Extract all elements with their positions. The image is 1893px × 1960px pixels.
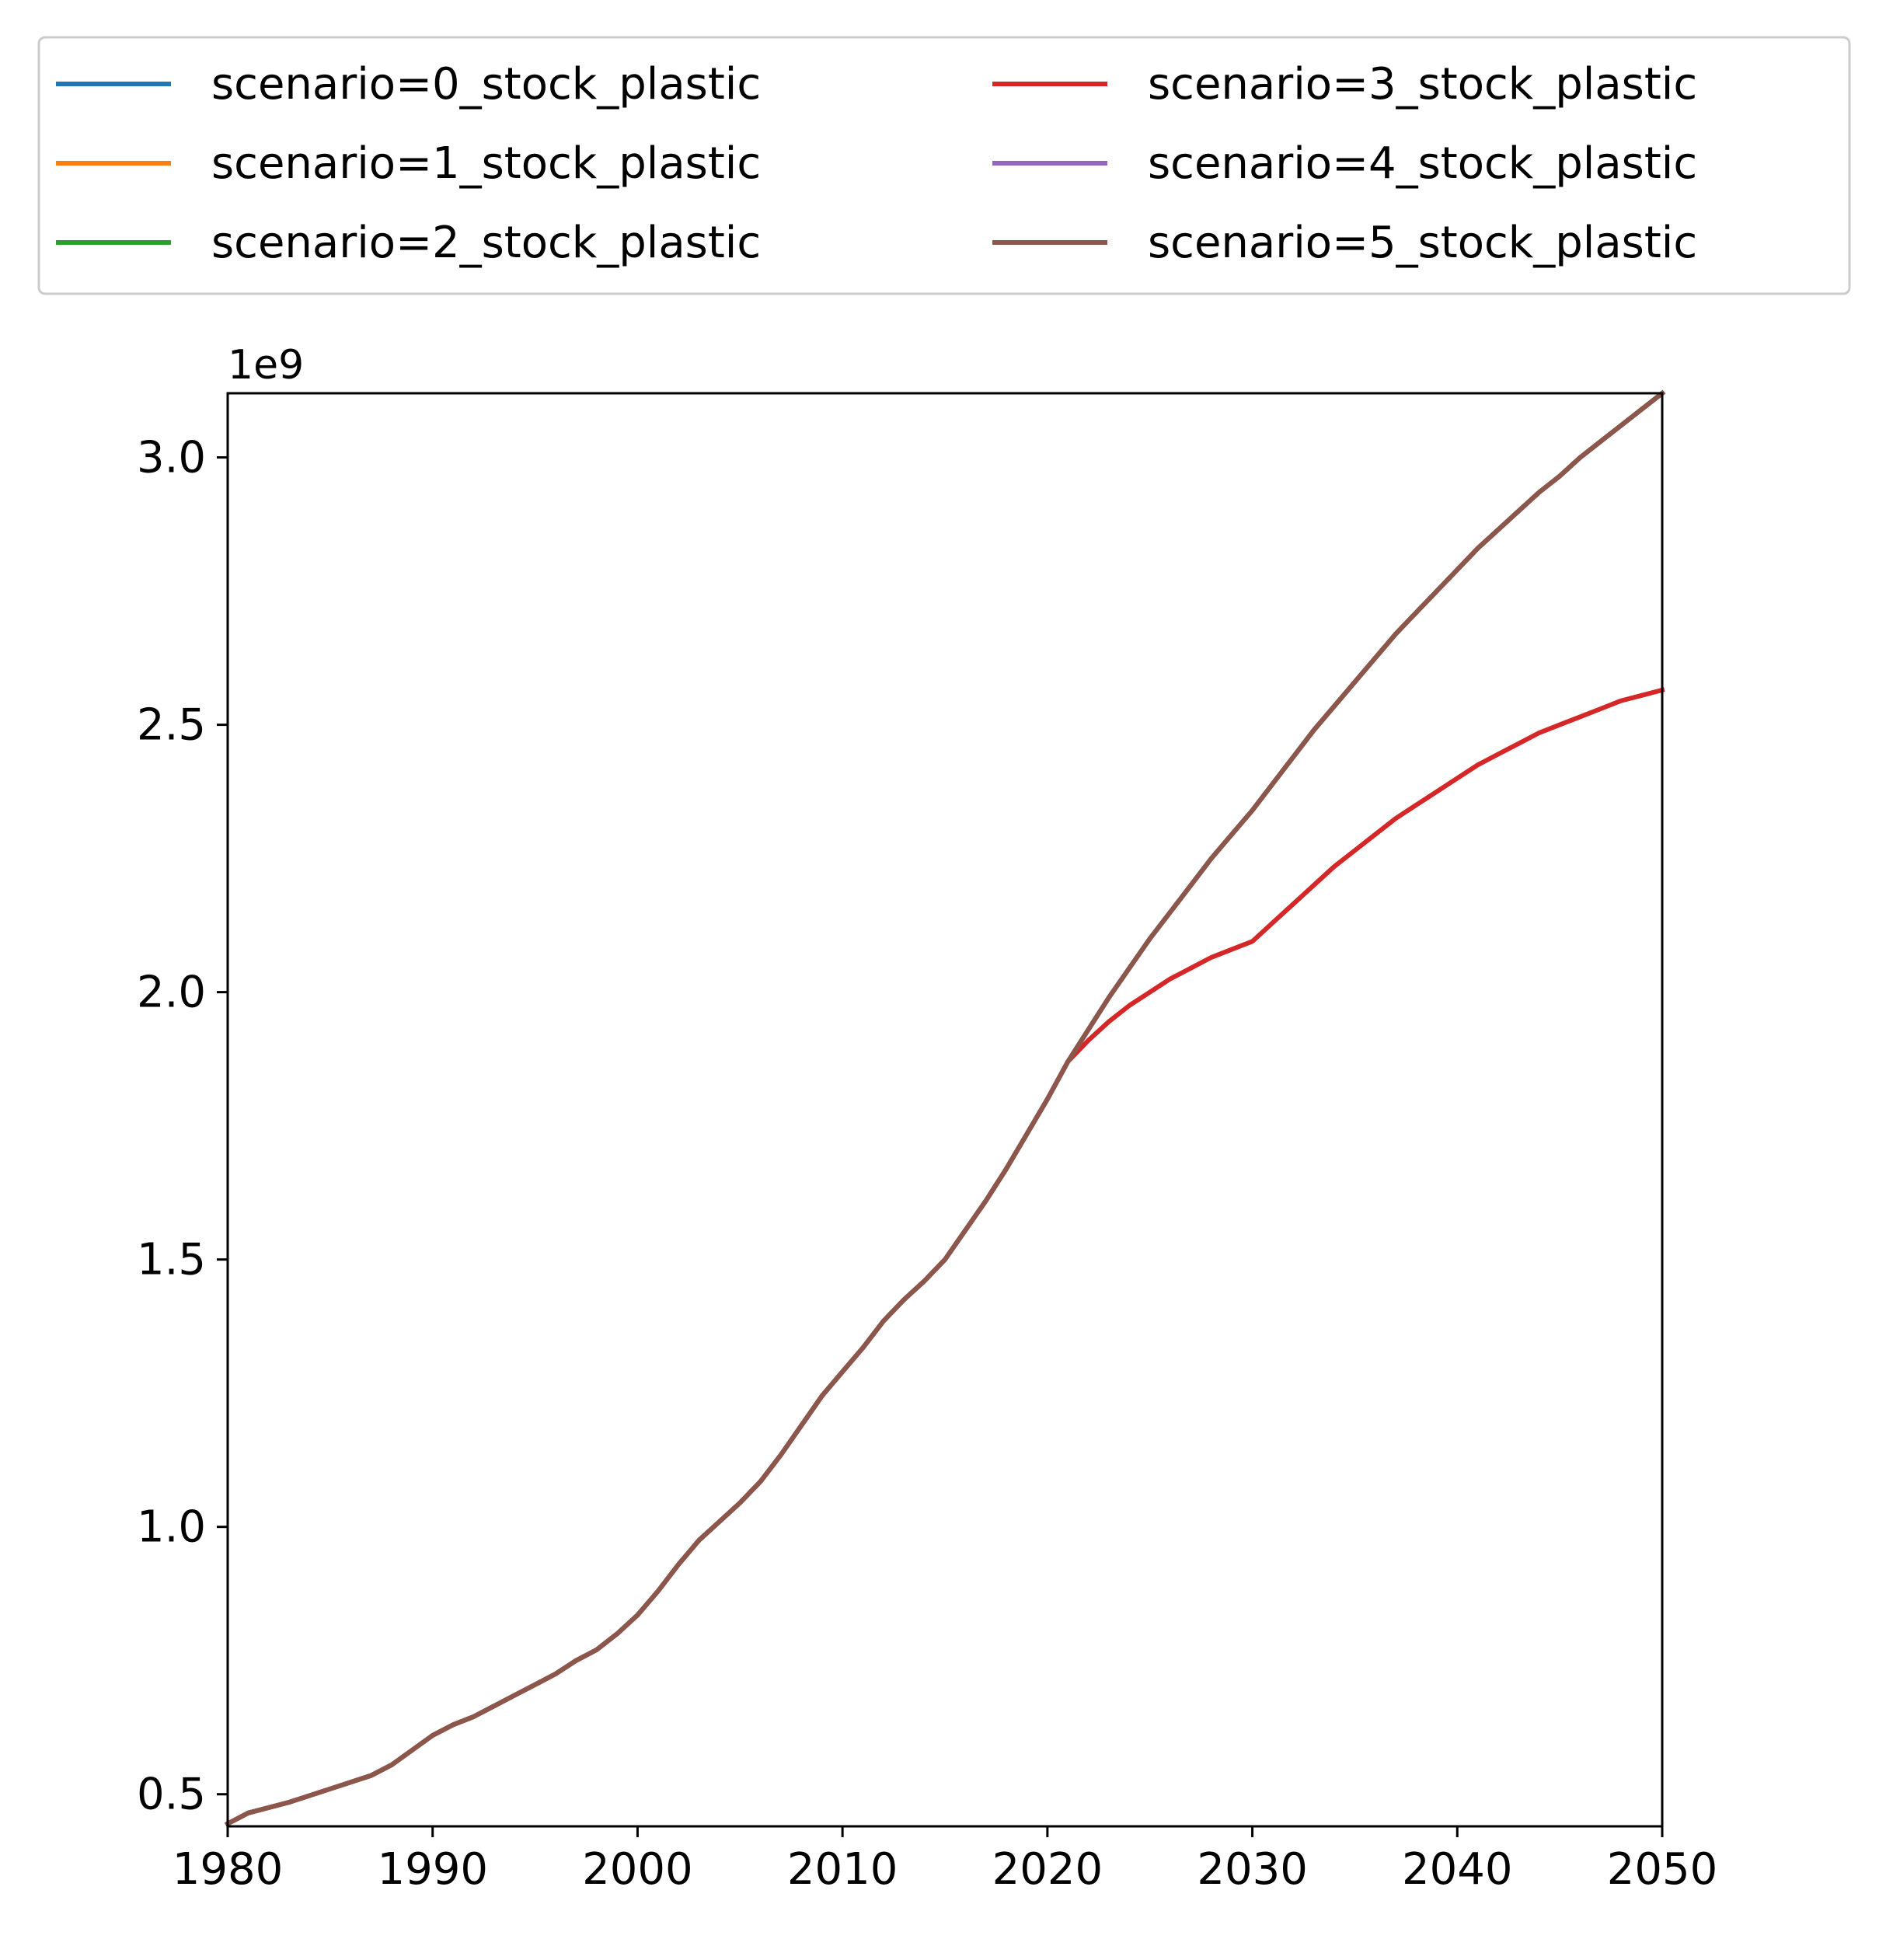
y-axis-offset-label: 1e9 xyxy=(228,342,304,389)
y-tick-label: 3.0 xyxy=(137,433,206,483)
series-lines xyxy=(224,389,1666,1827)
x-tick-label: 1990 xyxy=(377,1844,488,1895)
x-tick-label: 1980 xyxy=(173,1844,284,1895)
y-tick-label: 2.5 xyxy=(137,700,206,751)
series-line-5 xyxy=(224,389,1666,1827)
y-tick-label: 0.5 xyxy=(137,1770,206,1820)
legend-label: scenario=2_stock_plastic xyxy=(211,218,761,268)
legend-label: scenario=4_stock_plastic xyxy=(1148,138,1697,189)
y-tick-label: 1.0 xyxy=(137,1502,206,1553)
x-tick-label: 2030 xyxy=(1197,1844,1308,1895)
x-axis-ticks: 1980 1990 2000 2010 2020 2030 2040 2050 xyxy=(173,1826,1718,1895)
x-tick-label: 2020 xyxy=(992,1844,1103,1895)
legend-entries: scenario=0_stock_plastic scenario=1_stock… xyxy=(56,59,1697,268)
legend-label: scenario=5_stock_plastic xyxy=(1148,218,1697,268)
x-tick-label: 2040 xyxy=(1402,1844,1513,1895)
legend-frame xyxy=(37,36,1851,295)
y-tick-label: 2.0 xyxy=(137,968,206,1018)
legend: scenario=0_stock_plastic scenario=1_stock… xyxy=(37,36,1851,295)
x-tick-label: 2010 xyxy=(787,1844,898,1895)
x-tick-label: 2000 xyxy=(582,1844,693,1895)
legend-label: scenario=0_stock_plastic xyxy=(211,59,761,110)
legend-label: scenario=3_stock_plastic xyxy=(1148,59,1697,110)
y-axis-ticks: 0.5 1.0 1.5 2.0 2.5 3.0 xyxy=(137,433,228,1820)
x-tick-label: 2050 xyxy=(1607,1844,1718,1895)
axes-frame xyxy=(226,392,1664,1828)
plot-area xyxy=(228,393,1662,1826)
legend-label: scenario=1_stock_plastic xyxy=(211,138,761,189)
y-tick-label: 1.5 xyxy=(137,1235,206,1285)
